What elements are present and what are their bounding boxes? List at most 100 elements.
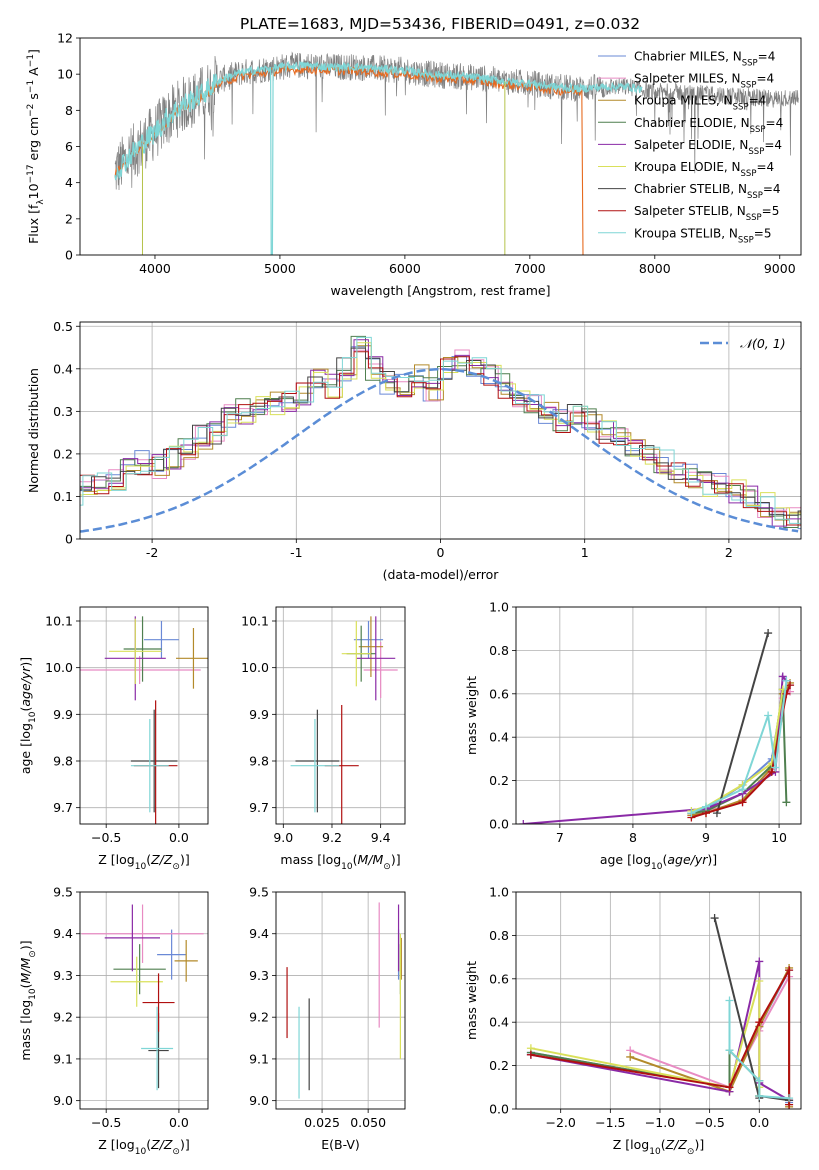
weight-line xyxy=(523,673,788,824)
y-tick-label: 0.2 xyxy=(53,446,73,461)
x-axis-label: wavelength [Angstrom, rest frame] xyxy=(330,283,550,298)
legend-label: 𝒩(0, 1) xyxy=(740,336,786,351)
weight-marker xyxy=(755,957,764,966)
x-tick-label: 9.0 xyxy=(273,830,293,845)
weight-marker xyxy=(782,689,791,698)
panel-weight_vs_age: 7 8 9 10 0.0 0.2 0.4 0.6 0.8 1.0 age [log10(age/yr… xyxy=(464,600,802,872)
x-tick-label: -1 xyxy=(290,545,302,560)
weight-marker xyxy=(702,802,710,811)
panel-residuals: -2 -1 0 1 2 0 0.1 0.2 0.3 0.4 0.5 (data-model)/erro… xyxy=(26,319,802,582)
y-tick-label: 0 xyxy=(65,532,73,547)
y-axis-label: mass weight xyxy=(464,961,479,1040)
weight-marker xyxy=(526,1050,535,1059)
x-tick-label: 0.0 xyxy=(169,830,189,845)
y-tick-label: 9.1 xyxy=(249,1051,269,1066)
y-tick-label: 9.5 xyxy=(249,885,269,900)
weight-marker xyxy=(764,629,773,638)
weight-marker xyxy=(767,767,776,776)
histogram-step xyxy=(80,345,801,521)
histogram-step xyxy=(80,339,801,527)
histogram-step xyxy=(80,351,801,526)
weight-marker xyxy=(785,966,794,975)
normal-curve xyxy=(80,368,799,533)
axes-frame xyxy=(79,891,209,1110)
weight-marker xyxy=(725,1083,734,1092)
legend-label: Salpeter MILES, NSSP=4 xyxy=(634,72,774,91)
y-tick-label: 0.0 xyxy=(489,1102,509,1117)
x-axis-label: Z [log10(Z/Z⊙)] xyxy=(98,852,189,872)
x-tick-label: −1.5 xyxy=(595,1115,625,1130)
histogram-step xyxy=(80,349,801,518)
figure-title: PLATE=1683, MJD=53436, FIBERID=0491, z=0… xyxy=(240,15,640,33)
x-tick-label: −2.0 xyxy=(546,1115,576,1130)
weight-marker xyxy=(782,676,791,685)
panel-age_vs_Z: −0.5 0.0 9.7 9.8 9.9 10.0 10.1 Z [log10(Z/Z⊙)] a… xyxy=(18,606,209,872)
weight-marker xyxy=(725,1046,734,1055)
plot-area xyxy=(81,904,204,1091)
y-tick-label: 9.2 xyxy=(53,1010,73,1025)
x-tick-label: −1.0 xyxy=(645,1115,675,1130)
weight-marker xyxy=(738,785,747,794)
weight-marker xyxy=(786,681,795,690)
axes-frame xyxy=(79,37,802,256)
legend-label: Salpeter ELODIE, NSSP=4 xyxy=(634,138,782,157)
histogram-step xyxy=(80,347,801,516)
y-tick-label: 9.8 xyxy=(53,754,73,769)
legend: Chabrier MILES, NSSP=4 Salpeter MILES, NS… xyxy=(598,50,783,245)
weight-line xyxy=(690,680,788,815)
x-tick-label: 10 xyxy=(771,830,787,845)
weight-marker xyxy=(755,976,764,985)
y-tick-label: 10 xyxy=(57,67,73,82)
weight-marker xyxy=(710,914,719,923)
plot-area xyxy=(286,902,402,1099)
weight-marker xyxy=(725,996,734,1005)
y-tick-label: 9.2 xyxy=(249,1010,269,1025)
y-tick-label: 4 xyxy=(65,175,73,190)
y-tick-label: 9.9 xyxy=(249,707,269,722)
y-tick-label: 9.1 xyxy=(53,1051,73,1066)
y-tick-label: 9.3 xyxy=(53,968,73,983)
y-axis-label: Normed distribution xyxy=(26,368,41,493)
weight-marker xyxy=(771,763,780,772)
axes-frame xyxy=(79,606,209,825)
histogram-step xyxy=(80,336,801,524)
axes-frame xyxy=(515,606,802,825)
x-tick-label: 7000 xyxy=(514,261,546,276)
weight-line xyxy=(530,980,761,1096)
y-axis-label: Flux [fλ10−17 erg cm−2 s−1 A−1] xyxy=(26,49,46,244)
panel-age_vs_mass: 9.0 9.2 9.4 9.7 9.8 9.9 10.0 10.1 mass [log10(M/… xyxy=(241,606,406,872)
x-tick-label: 8 xyxy=(629,830,637,845)
x-axis-label: age [log10(age/yr)] xyxy=(600,852,717,872)
y-tick-label: 9.5 xyxy=(53,885,73,900)
y-tick-label: 6 xyxy=(65,139,73,154)
axes-frame xyxy=(275,891,406,1110)
panel-mass_vs_ebv: 0.025 0.050 9.0 9.1 9.2 9.3 9.4 9.5 E(B-V) xyxy=(249,885,406,1152)
y-tick-label: 0.0 xyxy=(489,817,509,832)
y-axis-label: mass [log10(M/M⊙)] xyxy=(18,940,38,1060)
weight-marker xyxy=(785,1094,794,1103)
y-tick-label: 9.0 xyxy=(53,1093,73,1108)
y-tick-label: 10.1 xyxy=(241,614,269,629)
y-tick-label: 0.6 xyxy=(489,686,509,701)
panel-weight_vs_Z: −2.0 −1.5 −1.0 −0.5 0.0 0.0 0.2 0.4 0.6 0.8 1.0 Z [… xyxy=(464,885,802,1157)
histogram-step xyxy=(80,335,801,528)
weight-marker xyxy=(519,820,528,824)
x-tick-label: 2 xyxy=(725,545,733,560)
weight-marker xyxy=(764,711,773,720)
x-tick-label: 9 xyxy=(702,830,710,845)
model-line-kroupa-stelib xyxy=(114,60,643,255)
x-tick-label: 7 xyxy=(556,830,564,845)
x-tick-label: 9000 xyxy=(764,261,796,276)
x-axis-label: E(B-V) xyxy=(321,1137,360,1152)
x-tick-label: 0.025 xyxy=(304,1115,340,1130)
x-tick-label: −0.5 xyxy=(91,1115,121,1130)
y-tick-label: 0.1 xyxy=(53,489,73,504)
x-tick-label: 8000 xyxy=(639,261,671,276)
x-axis-label: (data-model)/error xyxy=(383,567,500,582)
weight-marker xyxy=(782,798,791,807)
legend-label: Kroupa MILES, NSSP=4 xyxy=(634,94,766,113)
x-tick-label: 4000 xyxy=(139,261,171,276)
y-tick-label: 0.4 xyxy=(53,361,73,376)
y-tick-label: 0.4 xyxy=(489,1015,509,1030)
